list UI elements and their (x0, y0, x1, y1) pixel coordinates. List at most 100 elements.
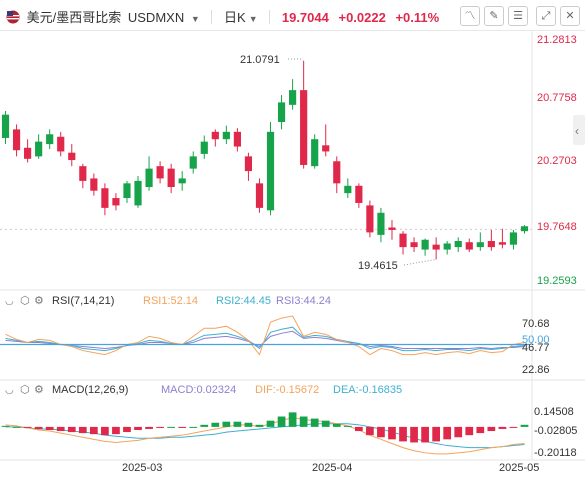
price-change: +0.0222 (338, 10, 386, 25)
rsi-tick: 50.00 (522, 334, 550, 346)
high-annotation: 21.0791 (240, 54, 280, 66)
rsi3-value: RSI3:44.24 (276, 295, 331, 307)
macd-bar (45, 426, 54, 430)
chevron-left-icon: ‹ (575, 124, 579, 138)
rsi-gear-icon[interactable]: ⚙ (34, 295, 44, 307)
rsi1-line (5, 315, 525, 356)
macd-bar (134, 426, 142, 430)
date-tick: 2025-03 (122, 462, 162, 474)
macd-title: MACD(12,26,9) (52, 384, 128, 396)
macd-bar (465, 426, 474, 436)
macd-bar (366, 426, 374, 436)
macd-bar (56, 426, 65, 432)
macd-bar (200, 424, 209, 427)
macd-bar (23, 426, 32, 428)
price-tick: 19.2593 (537, 275, 577, 287)
macd-bar (388, 426, 396, 440)
macd-bar (78, 426, 87, 434)
macd-bar (343, 425, 352, 427)
macd-bar (476, 426, 485, 434)
macd-bar (255, 424, 264, 427)
macd-tick: -0.20118 (534, 447, 577, 459)
last-price: 19.7044 (281, 10, 329, 25)
rsi-tick: 22.86 (522, 364, 550, 376)
macd-bar (288, 412, 297, 427)
macd-bar (354, 426, 363, 432)
rsi2-value: RSI2:44.45 (216, 295, 271, 307)
macd-bar (222, 421, 231, 427)
macd-bar (498, 426, 507, 429)
price-tick: 20.7758 (537, 92, 577, 104)
rsi-eye-icon[interactable]: ◡ (5, 296, 14, 307)
macd-bar (145, 426, 153, 429)
chart-header: 美元/墨西哥比索 USDMXN ▼ 日K ▼ 19.7044 +0.0222 +0… (0, 0, 585, 31)
macd-bar (89, 426, 98, 435)
low-annotation: 19.4615 (358, 260, 398, 272)
rsi3-line (5, 330, 525, 350)
line-chart-icon[interactable]: 〽 (460, 6, 480, 26)
macd-tick: -0.02805 (534, 425, 577, 437)
macd-bar (266, 420, 275, 427)
macd-bar (34, 426, 43, 429)
chevron-down-icon: ▼ (248, 14, 258, 24)
macd-bar (520, 424, 529, 427)
price-tick: 21.2813 (537, 34, 577, 46)
period-selector[interactable]: 日K ▼ (224, 10, 258, 25)
rsi-tick: 70.68 (522, 318, 550, 330)
rsi1-value: RSI1:52.14 (143, 295, 198, 307)
macd-bar (178, 426, 187, 428)
macd-bar (410, 426, 418, 443)
macd-bar (432, 426, 441, 442)
collapse-panel-button[interactable] (573, 115, 585, 145)
macd-bar (123, 426, 131, 433)
divider (211, 10, 213, 24)
macd-bar (399, 426, 407, 442)
rsi-settings-icon[interactable]: ⬡ (20, 295, 30, 307)
macd-bar (277, 416, 286, 427)
period-label: 日K (224, 10, 246, 25)
macd-bar (244, 422, 253, 427)
macd-bar (487, 426, 496, 432)
dea-value: DEA:-0.16835 (333, 384, 402, 396)
macd-bar (377, 426, 385, 438)
divider (269, 10, 271, 24)
macd-value: MACD:0.02324 (161, 384, 236, 396)
price-change-pct: +0.11% (395, 10, 440, 25)
macd-bar (112, 426, 120, 435)
settings-icon[interactable]: ☰ (508, 6, 528, 26)
rsi-tick: 46.77 (522, 342, 550, 354)
price-tick: 19.7648 (537, 221, 577, 233)
date-tick: 2025-05 (499, 462, 539, 474)
close-icon[interactable]: ✕ (560, 6, 580, 26)
macd-bar (321, 420, 330, 427)
chevron-down-icon: ▼ (190, 14, 200, 24)
macd-bar (509, 426, 518, 428)
macd-bar (101, 426, 109, 436)
dif-value: DIF:-0.15672 (255, 384, 319, 396)
price-tick: 20.2703 (537, 155, 577, 167)
macd-settings-icon[interactable]: ⬡ (20, 384, 30, 396)
macd-tick: 0.14508 (534, 406, 574, 418)
macd-bar (454, 426, 463, 438)
flag-icon (6, 10, 20, 24)
macd-bar (189, 426, 198, 428)
dif-line (5, 417, 525, 455)
expand-icon[interactable]: ⤢ (536, 6, 556, 26)
macd-eye-icon[interactable]: ◡ (5, 385, 14, 396)
rsi-title: RSI(7,14,21) (52, 295, 114, 307)
rsi2-line (5, 326, 525, 352)
macd-bar (233, 421, 242, 427)
macd-bar (167, 426, 176, 428)
pencil-icon[interactable]: ✎ (484, 6, 504, 26)
symbol-selector[interactable]: 美元/墨西哥比索 USDMXN ▼ 日K ▼ 19.7044 +0.0222 +0… (6, 7, 439, 26)
macd-gear-icon[interactable]: ⚙ (34, 384, 44, 396)
macd-bar (421, 426, 429, 443)
macd-bar (310, 418, 319, 427)
macd-bar (332, 423, 341, 427)
low-marker (403, 258, 437, 266)
macd-bar (443, 426, 452, 440)
macd-bar (156, 426, 164, 428)
symbol-name: 美元/墨西哥比索 (26, 10, 122, 25)
macd-bar (1, 425, 10, 427)
